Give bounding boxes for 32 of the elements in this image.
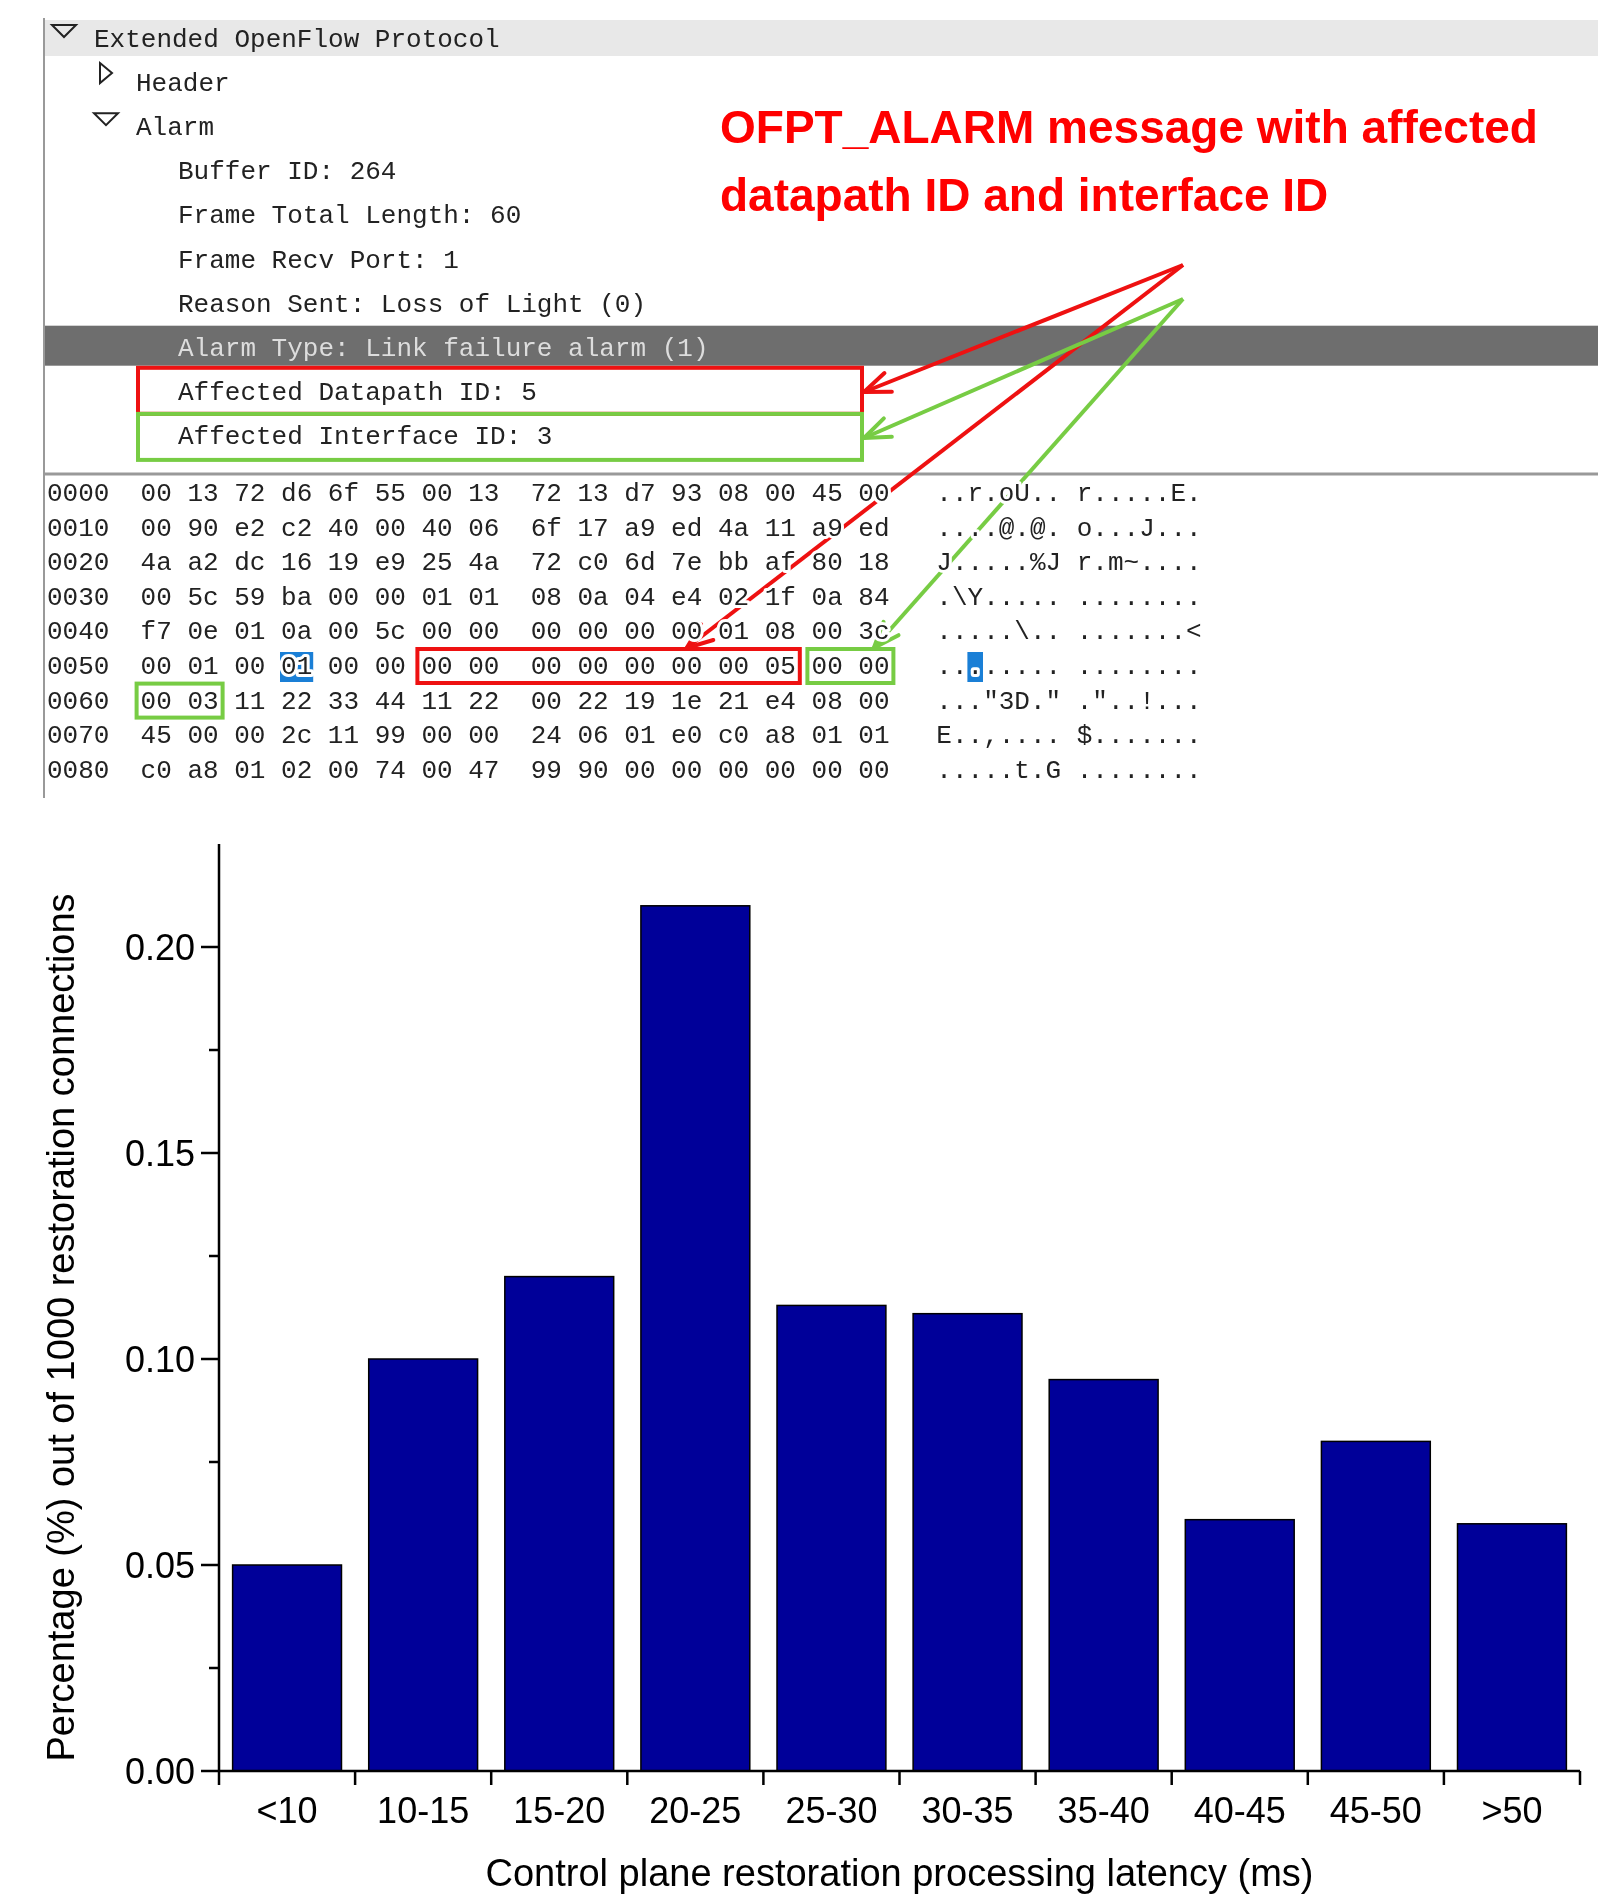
x-tick-label: 10-15	[377, 1790, 470, 1831]
x-tick-label: 20-25	[649, 1790, 742, 1831]
x-tick-label: >50	[1481, 1790, 1543, 1831]
text: 0070 45 00 00 2c 11 99 00 00 24 06 01 e0 c0 a8 01 01 E..,.... $.......	[47, 721, 1202, 752]
x-tick-label: 35-40	[1057, 1790, 1150, 1831]
text: Affected Interface ID: 3	[178, 421, 553, 452]
text: Frame Total Length: 60	[178, 201, 522, 232]
x-tick-label: 40-45	[1193, 1790, 1286, 1831]
text: Reason Sent: Loss of Light (0)	[178, 289, 647, 320]
y-tick-label: 0.05	[124, 1544, 195, 1586]
x-tick-label: <10	[256, 1790, 318, 1831]
text: Alarm	[136, 113, 215, 144]
y-tick-label: 0.10	[124, 1338, 195, 1380]
text: 0080 c0 a8 01 02 00 74 00 47 99 90 00 00 00 00 00 00 .....t.G ........	[47, 755, 1202, 786]
text: Alarm Type: Link failure alarm (1)	[178, 333, 709, 364]
x-tick-label: 45-50	[1329, 1790, 1422, 1831]
x-tick-label: 25-30	[785, 1790, 878, 1831]
y-axis-title: Percentage (%) out of 1000 restoration connections	[40, 893, 82, 1762]
text: Extended OpenFlow Protocol	[94, 25, 500, 55]
y-tick-label: 0.15	[124, 1132, 195, 1174]
text: 0060 00 03 11 22 33 44 11 22 00 22 19 1e 21 e4 08 00 ..."3D." ."..!...	[47, 686, 1202, 717]
x-tick-label: 30-35	[921, 1790, 1014, 1831]
text: Buffer ID: 264	[178, 157, 397, 188]
x-axis-title: Control plane restoration processing latency (ms)	[485, 1852, 1314, 1894]
y-tick-label: 0.20	[124, 926, 195, 968]
text: OFPT_ALARM message with affected datapath ID and interface ID	[720, 101, 1538, 221]
y-tick-label: 0.00	[124, 1750, 195, 1792]
text: Header	[136, 69, 230, 100]
text: Affected Datapath ID: 5	[178, 377, 537, 408]
text: 0030 00 5c 59 ba 00 00 01 01 08 0a 04 e4 02 1f 0a 84 .\Y..... ........	[47, 582, 1202, 613]
text: Frame Recv Port: 1	[178, 245, 459, 276]
x-tick-label: 15-20	[513, 1790, 606, 1831]
